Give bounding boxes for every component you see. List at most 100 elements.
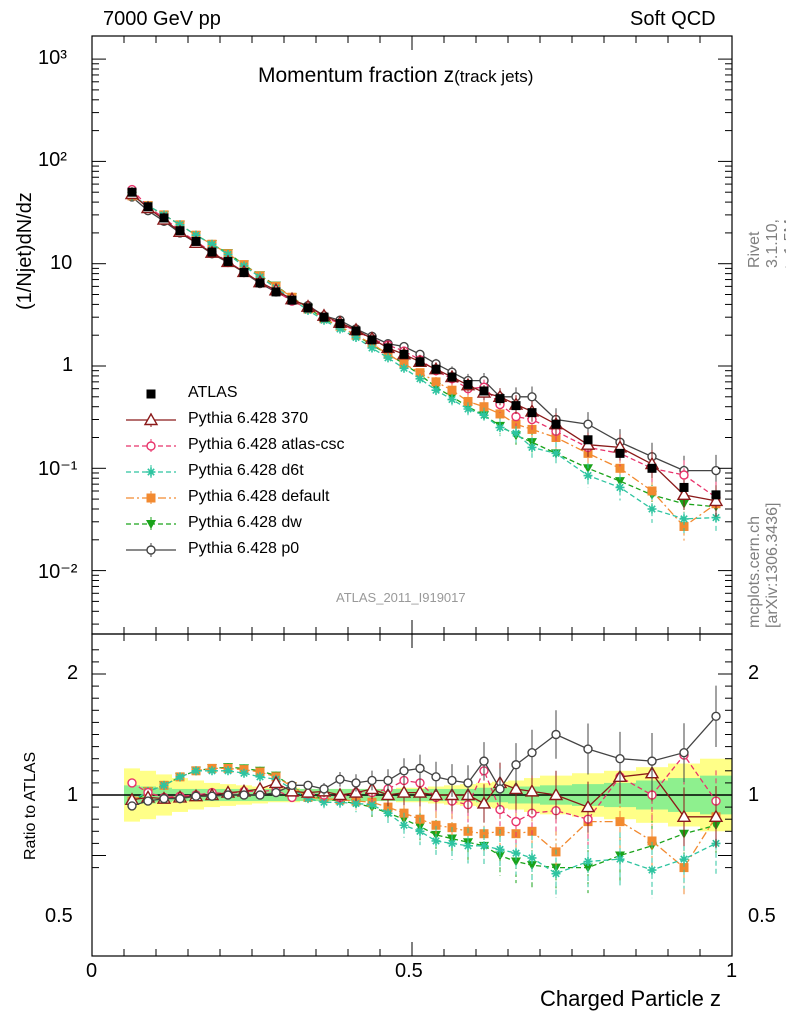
data-point bbox=[367, 343, 377, 353]
legend-label-p0: Pythia 6.428 p0 bbox=[188, 540, 300, 557]
data-point bbox=[447, 372, 457, 382]
ratio-axis-label: Ratio to ATLAS bbox=[22, 751, 39, 860]
y-axis-label: (1/Njet)dN/dz bbox=[14, 192, 36, 310]
data-point bbox=[287, 295, 297, 305]
data-point bbox=[527, 392, 537, 402]
data-point bbox=[351, 332, 361, 342]
data-point bbox=[255, 767, 265, 777]
data-point bbox=[175, 793, 185, 804]
data-point bbox=[647, 486, 657, 496]
ratio-tick-label: 0.5 bbox=[45, 905, 73, 927]
ratio-tick-label: 1 bbox=[67, 784, 79, 806]
data-point bbox=[396, 785, 412, 798]
data-point bbox=[527, 861, 537, 871]
data-point bbox=[383, 343, 393, 353]
legend bbox=[126, 389, 176, 557]
data-point bbox=[711, 465, 721, 476]
data-point bbox=[476, 796, 492, 809]
data-point bbox=[431, 385, 441, 395]
data-point bbox=[479, 386, 489, 396]
data-point bbox=[479, 756, 489, 766]
x-tick-label: 0 bbox=[86, 960, 98, 982]
data-point bbox=[647, 865, 657, 875]
data-point bbox=[415, 368, 425, 378]
data-point bbox=[647, 756, 657, 766]
data-point bbox=[319, 312, 329, 322]
data-point bbox=[383, 775, 393, 786]
data-point bbox=[383, 353, 393, 363]
source-label: mcplots.cern.ch [arXiv:1306.3436] bbox=[746, 502, 781, 628]
axis-ticks bbox=[91, 36, 733, 956]
data-point bbox=[527, 442, 537, 452]
series-line bbox=[131, 196, 716, 472]
data-point bbox=[495, 423, 505, 433]
data-point bbox=[191, 236, 201, 246]
title-symbol: z bbox=[443, 64, 455, 87]
data-point bbox=[300, 785, 316, 798]
data-point bbox=[479, 410, 489, 420]
data-point bbox=[335, 774, 345, 784]
data-point bbox=[143, 796, 153, 806]
data-point bbox=[708, 809, 724, 822]
legend-marker bbox=[146, 389, 156, 399]
data-point bbox=[399, 363, 409, 373]
data-point bbox=[191, 230, 201, 240]
data-point bbox=[399, 820, 409, 830]
data-point bbox=[239, 268, 249, 278]
data-point bbox=[303, 303, 313, 313]
data-point bbox=[479, 402, 489, 412]
data-point bbox=[127, 778, 137, 788]
data-point bbox=[615, 817, 625, 827]
data-point bbox=[383, 808, 393, 818]
y-tick-label: 10 bbox=[50, 252, 73, 274]
data-point bbox=[615, 854, 625, 864]
data-point bbox=[319, 784, 329, 794]
data-point bbox=[676, 809, 692, 822]
data-point bbox=[495, 409, 505, 419]
analysis-id: ATLAS_2011_I919017 bbox=[336, 590, 466, 605]
legend-marker bbox=[146, 441, 156, 451]
legend-marker bbox=[146, 545, 156, 555]
header-right: Soft QCD bbox=[630, 8, 716, 30]
data-point bbox=[239, 790, 249, 800]
data-point bbox=[335, 324, 345, 334]
data-point bbox=[495, 784, 505, 794]
data-point bbox=[399, 349, 409, 359]
data-point bbox=[191, 766, 201, 776]
data-point bbox=[431, 820, 441, 830]
data-point bbox=[583, 857, 593, 867]
data-point bbox=[223, 790, 233, 800]
data-point bbox=[679, 863, 689, 873]
ratio-tick-label-right: 1 bbox=[748, 784, 760, 806]
legend-label-dw: Pythia 6.428 dw bbox=[188, 514, 302, 531]
data-point bbox=[679, 747, 689, 758]
data-point bbox=[380, 787, 396, 801]
data-point bbox=[175, 226, 185, 236]
data-point bbox=[647, 463, 657, 473]
data-point bbox=[463, 404, 473, 414]
data-point bbox=[335, 319, 345, 329]
data-point bbox=[479, 841, 489, 851]
legend-marker bbox=[146, 520, 156, 529]
data-point bbox=[175, 772, 185, 782]
data-point bbox=[711, 513, 721, 523]
data-point bbox=[463, 778, 473, 788]
y-tick-label: 10³ bbox=[38, 47, 67, 69]
data-point bbox=[159, 793, 169, 804]
data-point bbox=[351, 326, 361, 336]
data-point bbox=[551, 448, 561, 458]
header-left: 7000 GeV pp bbox=[103, 8, 221, 30]
title-main: Momentum fraction bbox=[258, 64, 444, 87]
data-point bbox=[431, 377, 441, 387]
data-point bbox=[676, 487, 692, 501]
data-point bbox=[431, 836, 441, 846]
data-point bbox=[679, 854, 689, 864]
data-point bbox=[463, 379, 473, 389]
chart-title: Momentum fraction z(track jets) bbox=[258, 64, 533, 88]
data-point bbox=[580, 799, 596, 813]
data-point bbox=[447, 838, 457, 848]
rivet-label: Rivet 3.1.10, ≥ 1.5M events bbox=[746, 219, 786, 268]
y-tick-label: 10² bbox=[38, 149, 67, 171]
y-tick-label: 10⁻¹ bbox=[38, 458, 78, 480]
